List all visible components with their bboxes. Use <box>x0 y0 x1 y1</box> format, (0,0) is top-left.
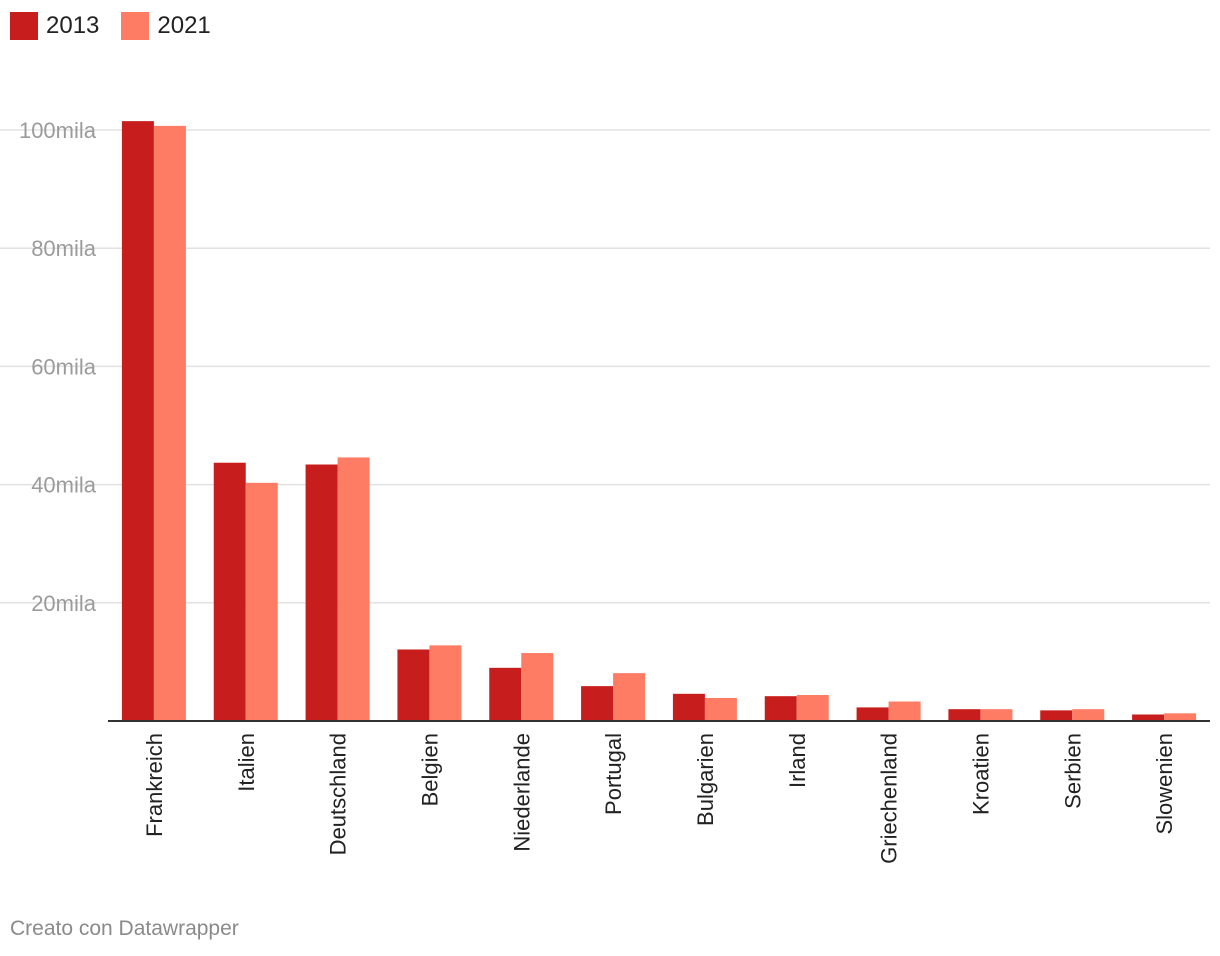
x-tick-label: Serbien <box>1060 733 1085 809</box>
bars <box>121 121 1197 722</box>
x-tick-label: Belgien <box>417 733 442 806</box>
bar-2021-italien <box>245 482 278 721</box>
bar-2013-belgien <box>397 649 430 721</box>
bar-2013-portugal <box>581 686 614 721</box>
bar-2021-irland <box>796 694 829 721</box>
bar-2021-frankreich <box>153 125 186 722</box>
x-tick-label: Griechenland <box>877 733 902 864</box>
y-tick-label: 20mila <box>31 591 97 616</box>
bar-2013-italien <box>213 462 246 721</box>
y-axis-ticks: 20mila 40mila 60mila 80mila 100mila <box>19 118 97 616</box>
bar-2013-irland <box>764 696 797 721</box>
bar-2013-serbien <box>1040 710 1073 721</box>
legend-label-2013: 2013 <box>46 12 100 39</box>
bar-2013-kroatien <box>948 709 981 721</box>
bar-2021-deutschland <box>337 457 370 721</box>
bar-2013-niederlande <box>489 667 522 721</box>
x-tick-label: Frankreich <box>142 733 167 837</box>
bar-2013-slowenien <box>1132 714 1165 721</box>
bar-2013-griechenland <box>856 707 889 721</box>
y-tick-label: 100mila <box>19 118 97 143</box>
bar-2013-deutschland <box>305 464 338 721</box>
bar-2013-frankreich <box>121 121 154 721</box>
x-tick-label: Portugal <box>601 733 626 815</box>
x-tick-label: Kroatien <box>968 733 993 815</box>
bar-2021-slowenien <box>1164 713 1197 721</box>
bar-2021-niederlande <box>521 653 554 721</box>
y-tick-label: 60mila <box>31 354 97 379</box>
bar-2021-belgien <box>429 645 462 721</box>
x-tick-label: Italien <box>234 733 259 792</box>
bar-2021-portugal <box>613 673 646 721</box>
x-tick-label: Bulgarien <box>693 733 718 826</box>
legend-label-2021: 2021 <box>157 12 211 39</box>
legend-item-2021: 2021 <box>121 12 211 40</box>
legend-swatch-2021 <box>121 12 150 40</box>
bar-2021-kroatien <box>980 709 1013 721</box>
x-tick-label: Irland <box>785 733 810 788</box>
y-tick-label: 40mila <box>31 473 97 498</box>
x-tick-label: Slowenien <box>1152 733 1177 835</box>
x-tick-label: Deutschland <box>326 733 351 855</box>
legend-item-2013: 2013 <box>10 12 99 40</box>
y-tick-label: 80mila <box>31 236 97 261</box>
bar-chart: 20mila 40mila 60mila 80mila 100mila Frankrei… <box>0 118 1210 864</box>
x-axis-labels: Frankreich Italien Deutschland Belgien Niede… <box>142 733 1177 864</box>
grid-lines <box>0 129 1210 604</box>
legend-swatch-2013 <box>10 12 38 40</box>
bar-2013-bulgarien <box>672 693 705 721</box>
bar-2021-bulgarien <box>704 697 737 721</box>
x-tick-label: Niederlande <box>509 733 534 852</box>
datawrapper-credit: Creato con Datawrapper <box>10 917 239 940</box>
bar-2021-serbien <box>1072 709 1105 721</box>
chart-legend: 2013 2021 <box>10 12 211 40</box>
bar-2021-griechenland <box>888 701 921 721</box>
